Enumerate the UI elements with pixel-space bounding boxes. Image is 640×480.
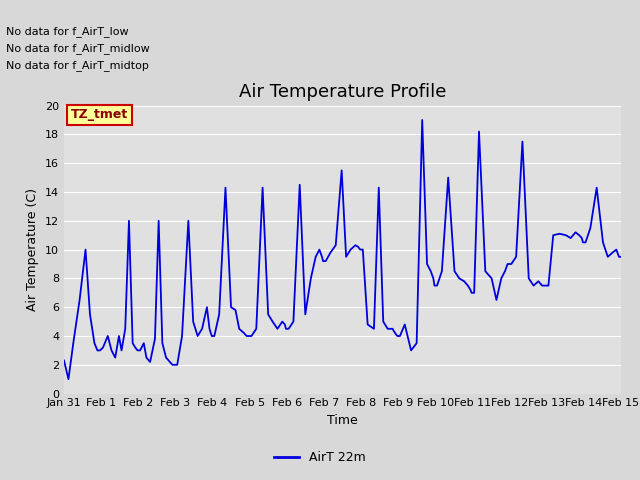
Legend: AirT 22m: AirT 22m: [269, 446, 371, 469]
Text: No data for f_AirT_low: No data for f_AirT_low: [6, 26, 129, 37]
Text: No data for f_AirT_midtop: No data for f_AirT_midtop: [6, 60, 149, 71]
Y-axis label: Air Temperature (C): Air Temperature (C): [26, 188, 40, 311]
Text: TZ_tmet: TZ_tmet: [71, 108, 128, 121]
Text: No data for f_AirT_midlow: No data for f_AirT_midlow: [6, 43, 150, 54]
X-axis label: Time: Time: [327, 414, 358, 427]
Title: Air Temperature Profile: Air Temperature Profile: [239, 83, 446, 101]
